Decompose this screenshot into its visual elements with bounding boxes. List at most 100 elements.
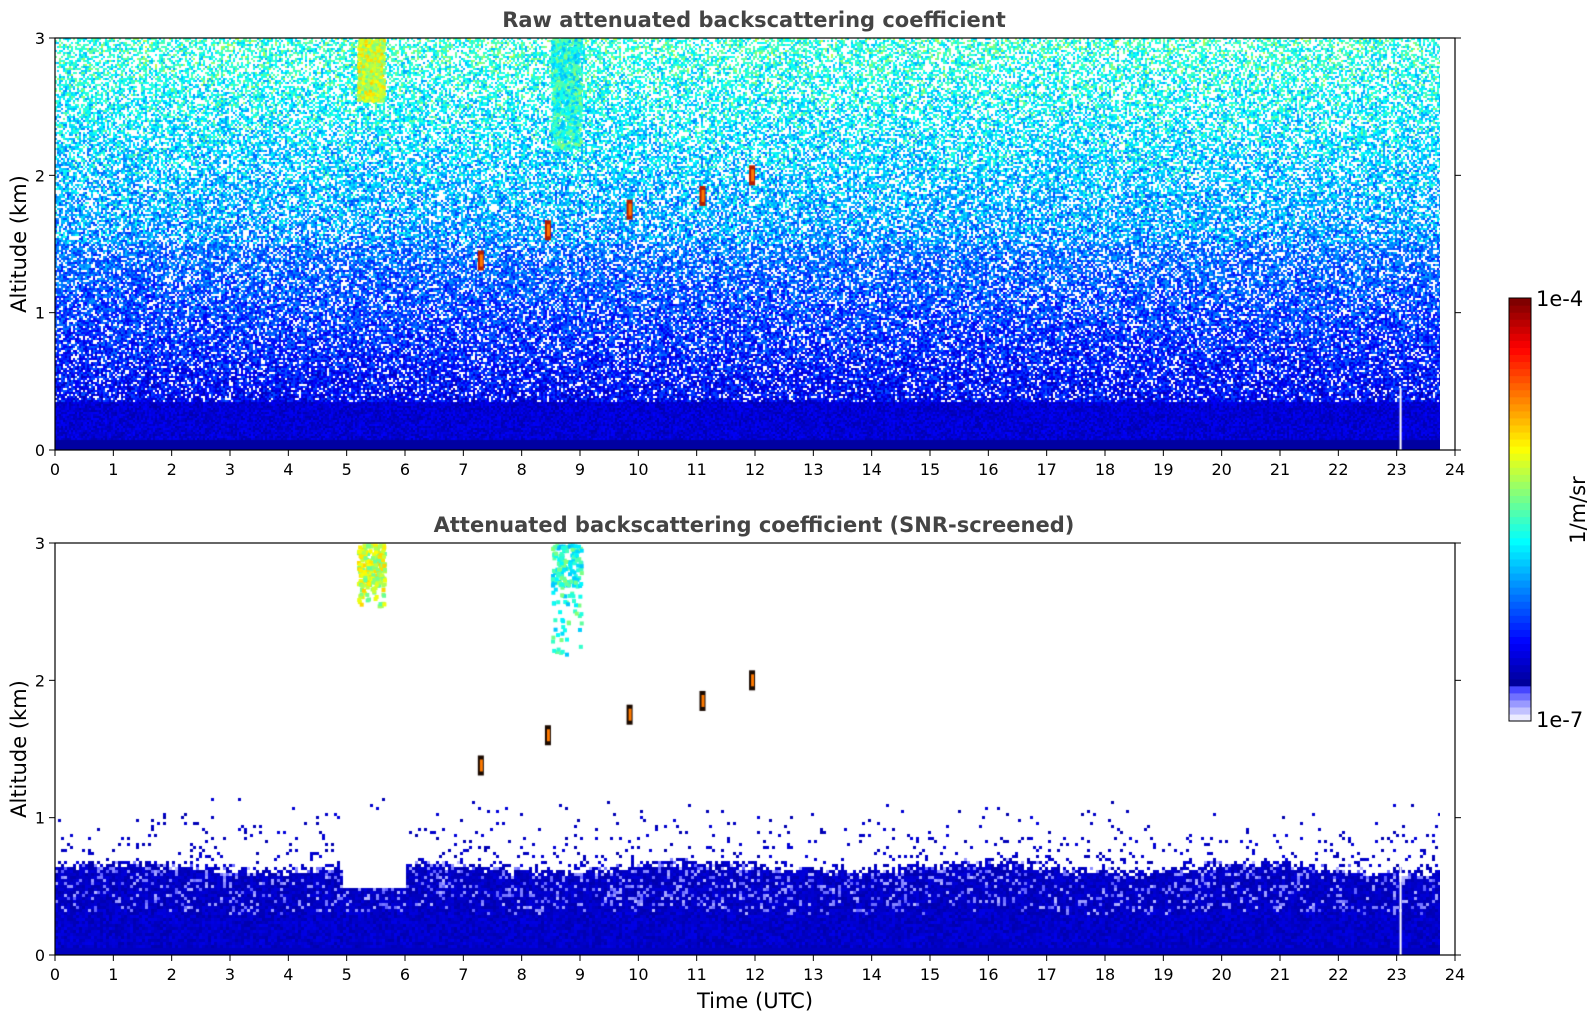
y-tick-label: 3 [35,29,45,48]
x-tick-label: 21 [1270,965,1290,984]
colorbar-segment [1509,523,1531,532]
x-tick-label: 24 [1445,965,1465,984]
colorbar-segment [1509,643,1531,652]
colorbar-segment [1509,685,1531,694]
y-tick-label: 0 [35,946,45,965]
x-tick-label: 0 [50,965,60,984]
x-tick-label: 0 [50,460,60,479]
x-tick-label: 2 [167,460,177,479]
colorbar-segment [1509,417,1531,426]
colorbar-segment [1509,361,1531,370]
x-tick-label: 24 [1445,460,1465,479]
colorbar-segment [1509,594,1531,602]
colorbar-segment [1509,474,1531,482]
x-tick-label: 12 [745,460,765,479]
x-tick-label: 13 [803,460,823,479]
colorbar-segment [1509,572,1531,581]
x-tick-label: 5 [342,965,352,984]
colorbar-segment [1509,537,1531,546]
colorbar-segment [1509,495,1531,504]
x-tick-label: 22 [1328,460,1348,479]
panel-raw: Raw attenuated backscattering coefficien… [7,8,1465,479]
x-tick-label: 8 [517,965,527,984]
x-tick-label: 17 [1036,965,1056,984]
colorbar-segment [1509,544,1531,553]
colorbar-segment [1509,439,1531,447]
colorbar-segment [1509,396,1531,405]
x-tick-label: 7 [458,460,468,479]
x-tick-label: 10 [628,460,648,479]
colorbar-segment [1509,636,1531,645]
x-tick-label: 20 [1211,965,1231,984]
colorbar-segment [1509,312,1531,320]
x-tick-label: 19 [1153,460,1173,479]
panel-screened-x-axis-label: Time (UTC) [696,989,813,1013]
panel-screened-heatmap [55,543,1440,955]
colorbar-segment [1509,601,1531,609]
panel-raw-x-ticks: 0 1 2 3 4 5 6 7 8 9 10 11 12 13 14 15 16 17 18 19 20 21 22 23 24 [50,450,1465,479]
colorbar-segment [1509,558,1531,567]
panel-raw-y-ticks: 0 1 2 3 [35,29,1461,460]
colorbar-segment [1509,354,1531,363]
x-tick-label: 1 [108,965,118,984]
colorbar-segment [1509,467,1531,475]
x-tick-label: 2 [167,965,177,984]
x-tick-label: 11 [686,460,706,479]
colorbar-segment [1509,615,1531,623]
colorbar-segment [1509,347,1531,355]
colorbar-segment [1509,587,1531,595]
x-tick-label: 23 [1386,965,1406,984]
x-tick-label: 9 [575,460,585,479]
x-tick-label: 3 [225,965,235,984]
x-tick-label: 10 [628,965,648,984]
x-tick-label: 15 [920,965,940,984]
x-tick-label: 9 [575,965,585,984]
colorbar-segment [1509,368,1531,377]
x-tick-label: 14 [861,460,881,479]
colorbar-segment [1509,340,1531,348]
panel-raw-y-axis-label: Altitude (km) [7,175,31,313]
x-tick-label: 18 [1095,965,1115,984]
colorbar-segment [1509,375,1531,384]
y-tick-label: 1 [35,304,45,323]
y-tick-label: 0 [35,441,45,460]
colorbar-segment [1509,403,1531,412]
colorbar-segment [1509,551,1531,560]
x-tick-label: 13 [803,965,823,984]
heatmap-image [55,38,1440,450]
x-tick-label: 17 [1036,460,1056,479]
x-tick-label: 16 [978,460,998,479]
x-tick-label: 20 [1211,460,1231,479]
x-tick-label: 4 [283,460,293,479]
colorbar-segment [1509,326,1531,334]
x-tick-label: 6 [400,460,410,479]
colorbar-segment [1509,410,1531,419]
colorbar-segment [1509,481,1531,489]
colorbar-segment [1509,713,1531,722]
colorbar-segment [1509,664,1531,673]
colorbar-segment [1509,530,1531,539]
colorbar-max-label: 1e-4 [1536,287,1583,311]
colorbar-segment [1509,431,1531,440]
x-tick-label: 1 [108,460,118,479]
panel-screened-y-axis-label: Altitude (km) [7,680,31,818]
colorbar-segment [1509,453,1531,461]
y-tick-label: 1 [35,809,45,828]
x-tick-label: 8 [517,460,527,479]
colorbar-segment [1509,565,1531,574]
colorbar-unit-label: 1/m/sr [1566,476,1590,544]
colorbar-segment [1509,650,1531,659]
panel-raw-title: Raw attenuated backscattering coefficien… [502,8,1006,32]
panel-screened-x-ticks: 0 1 2 3 4 5 6 7 8 9 10 11 12 13 14 15 16 17 18 19 20 21 22 23 24 [50,955,1465,984]
x-tick-label: 3 [225,460,235,479]
x-tick-label: 15 [920,460,940,479]
colorbar-segment [1509,706,1531,715]
colorbar-segment [1509,319,1531,327]
heatmap-image [55,543,1440,955]
colorbar-segment [1509,622,1531,630]
x-tick-label: 11 [686,965,706,984]
x-tick-label: 14 [861,965,881,984]
panel-raw-heatmap [55,38,1440,450]
colorbar-segment [1509,699,1531,708]
